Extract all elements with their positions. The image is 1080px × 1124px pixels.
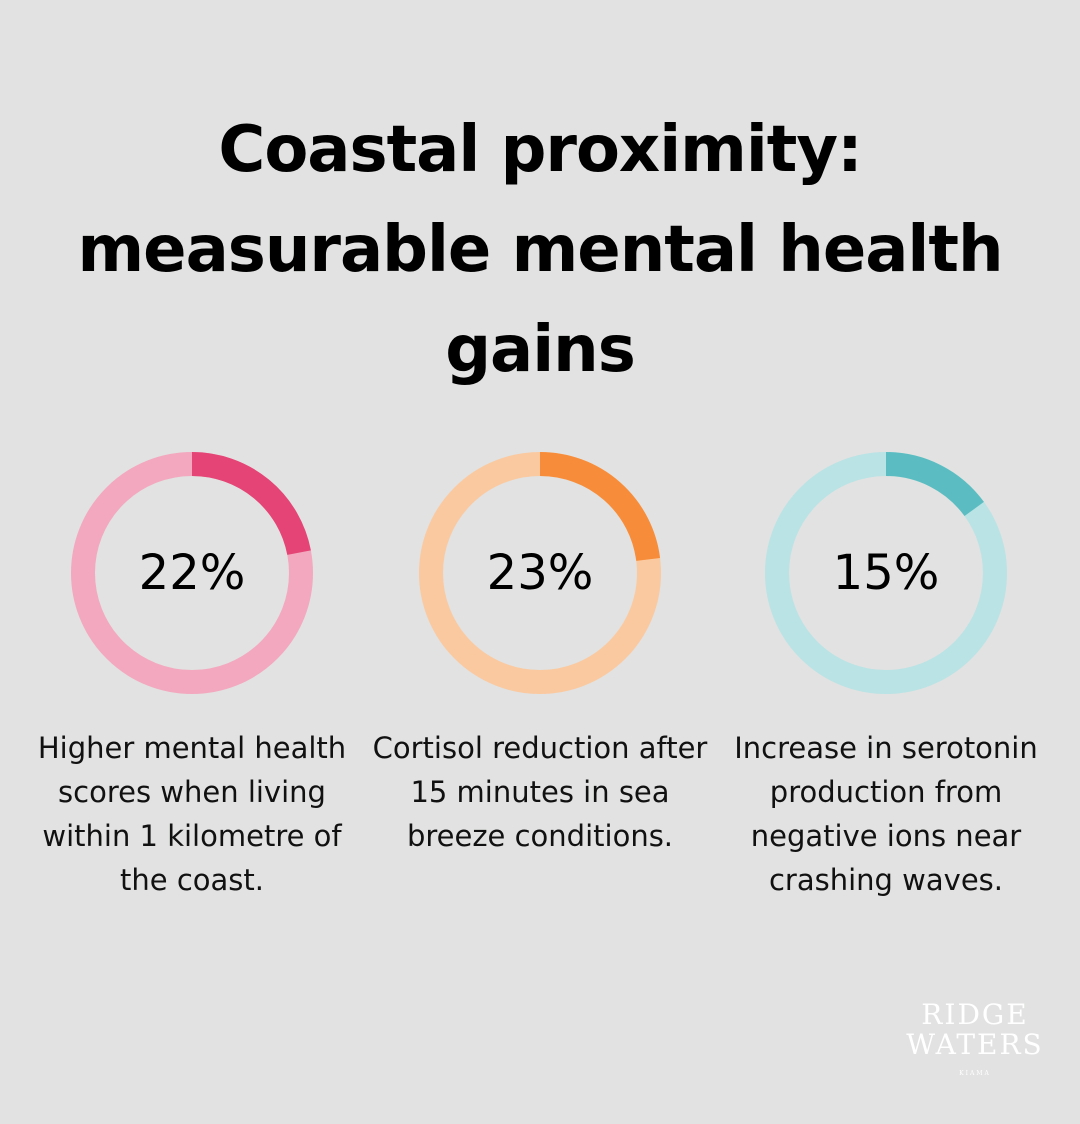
logo-line-3: KIAMA (959, 1070, 991, 1077)
stat-description: Cortisol reduction after 15 minutes in s… (372, 731, 708, 853)
donut-progress-arc (71, 452, 313, 694)
stat-value: 15% (832, 545, 940, 601)
stat-card: 22% Higher mental health scores when liv… (22, 452, 362, 902)
donut-ring (419, 452, 661, 694)
stat-value: 23% (486, 545, 594, 601)
donut-chart: 22% (71, 452, 313, 694)
stat-value: 22% (138, 545, 246, 601)
donut-progress-arc (419, 452, 661, 694)
stat-description: Higher mental health scores when living … (37, 731, 347, 897)
donut-progress-arc (765, 452, 1007, 694)
logo-line-1: RIDGE (921, 998, 1029, 1031)
stat-card: 23% Cortisol reduction after 15 minutes … (370, 452, 710, 858)
title-line-3: gains (445, 313, 636, 387)
title-line-2: measurable mental health (77, 213, 1003, 287)
stat-card: 15% Increase in serotonin production fro… (716, 452, 1056, 902)
donut-chart: 23% (419, 452, 661, 694)
stat-description: Increase in serotonin production from ne… (734, 731, 1038, 897)
donut-ring (71, 452, 313, 694)
logo-line-2: WATERS (906, 1028, 1044, 1061)
page-title: Coastal proximity: measurable mental hea… (0, 100, 1080, 400)
donut-chart: 15% (765, 452, 1007, 694)
brand-logo: RIDGE WATERS KIAMA (900, 998, 1050, 1078)
donut-ring (765, 452, 1007, 694)
title-line-1: Coastal proximity: (218, 113, 862, 187)
